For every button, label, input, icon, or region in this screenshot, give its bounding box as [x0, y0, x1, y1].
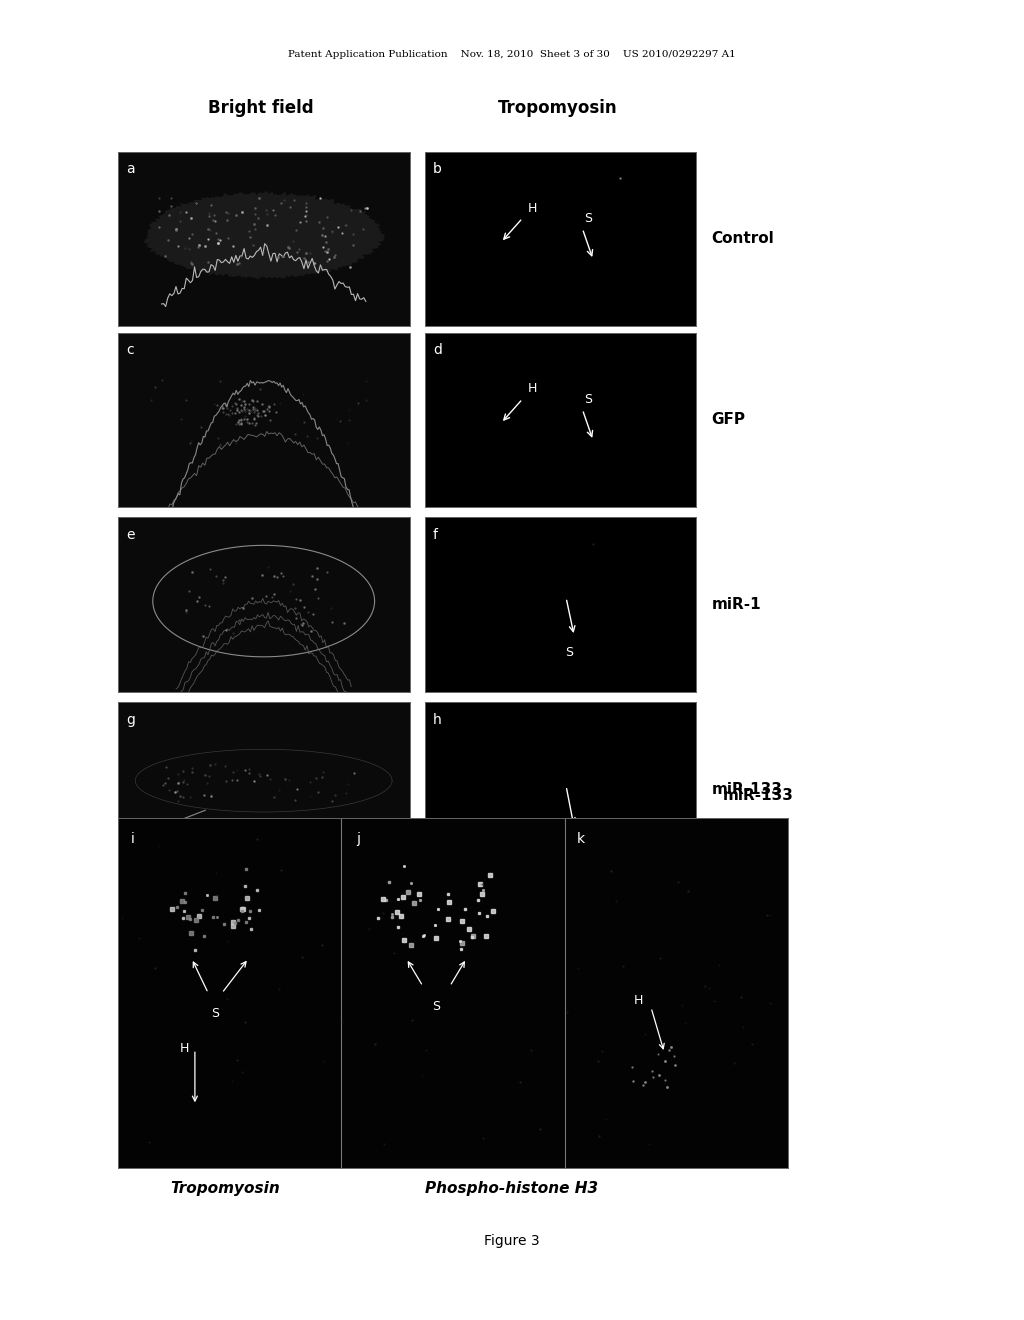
Text: a: a: [127, 162, 135, 177]
Text: S: S: [211, 1007, 219, 1020]
Text: miR-1: miR-1: [712, 597, 761, 612]
Text: Tropomyosin: Tropomyosin: [499, 99, 617, 117]
Text: d: d: [433, 343, 442, 358]
Text: f: f: [433, 528, 438, 543]
Text: Control: Control: [712, 231, 774, 247]
Text: Control: Control: [183, 788, 247, 803]
Text: miR-133: miR-133: [712, 781, 782, 797]
Text: k: k: [578, 833, 586, 846]
Text: H: H: [180, 1043, 189, 1055]
Text: S: S: [565, 838, 572, 851]
Text: GFP: GFP: [712, 412, 745, 428]
Text: miR-1: miR-1: [462, 788, 511, 803]
Text: S: S: [584, 213, 592, 224]
Text: S: S: [584, 393, 592, 405]
Text: g: g: [127, 713, 135, 727]
Text: b: b: [433, 162, 442, 177]
Text: S: S: [565, 647, 572, 660]
Text: Phospho-histone H3: Phospho-histone H3: [425, 1181, 599, 1196]
Text: Bright field: Bright field: [208, 99, 314, 117]
Text: Figure 3: Figure 3: [484, 1234, 540, 1249]
Text: miR-133: miR-133: [722, 788, 794, 803]
Text: i: i: [131, 833, 135, 846]
Text: e: e: [127, 528, 135, 543]
Text: H: H: [634, 994, 644, 1007]
Polygon shape: [144, 193, 384, 279]
Text: c: c: [127, 343, 134, 358]
Text: H: H: [528, 383, 538, 396]
Text: h: h: [433, 713, 441, 727]
Text: H: H: [528, 202, 538, 215]
Text: S: S: [432, 1001, 440, 1014]
Text: Patent Application Publication    Nov. 18, 2010  Sheet 3 of 30    US 2010/029229: Patent Application Publication Nov. 18, …: [288, 50, 736, 59]
Text: Tropomyosin: Tropomyosin: [170, 1181, 281, 1196]
Text: j: j: [356, 833, 359, 846]
